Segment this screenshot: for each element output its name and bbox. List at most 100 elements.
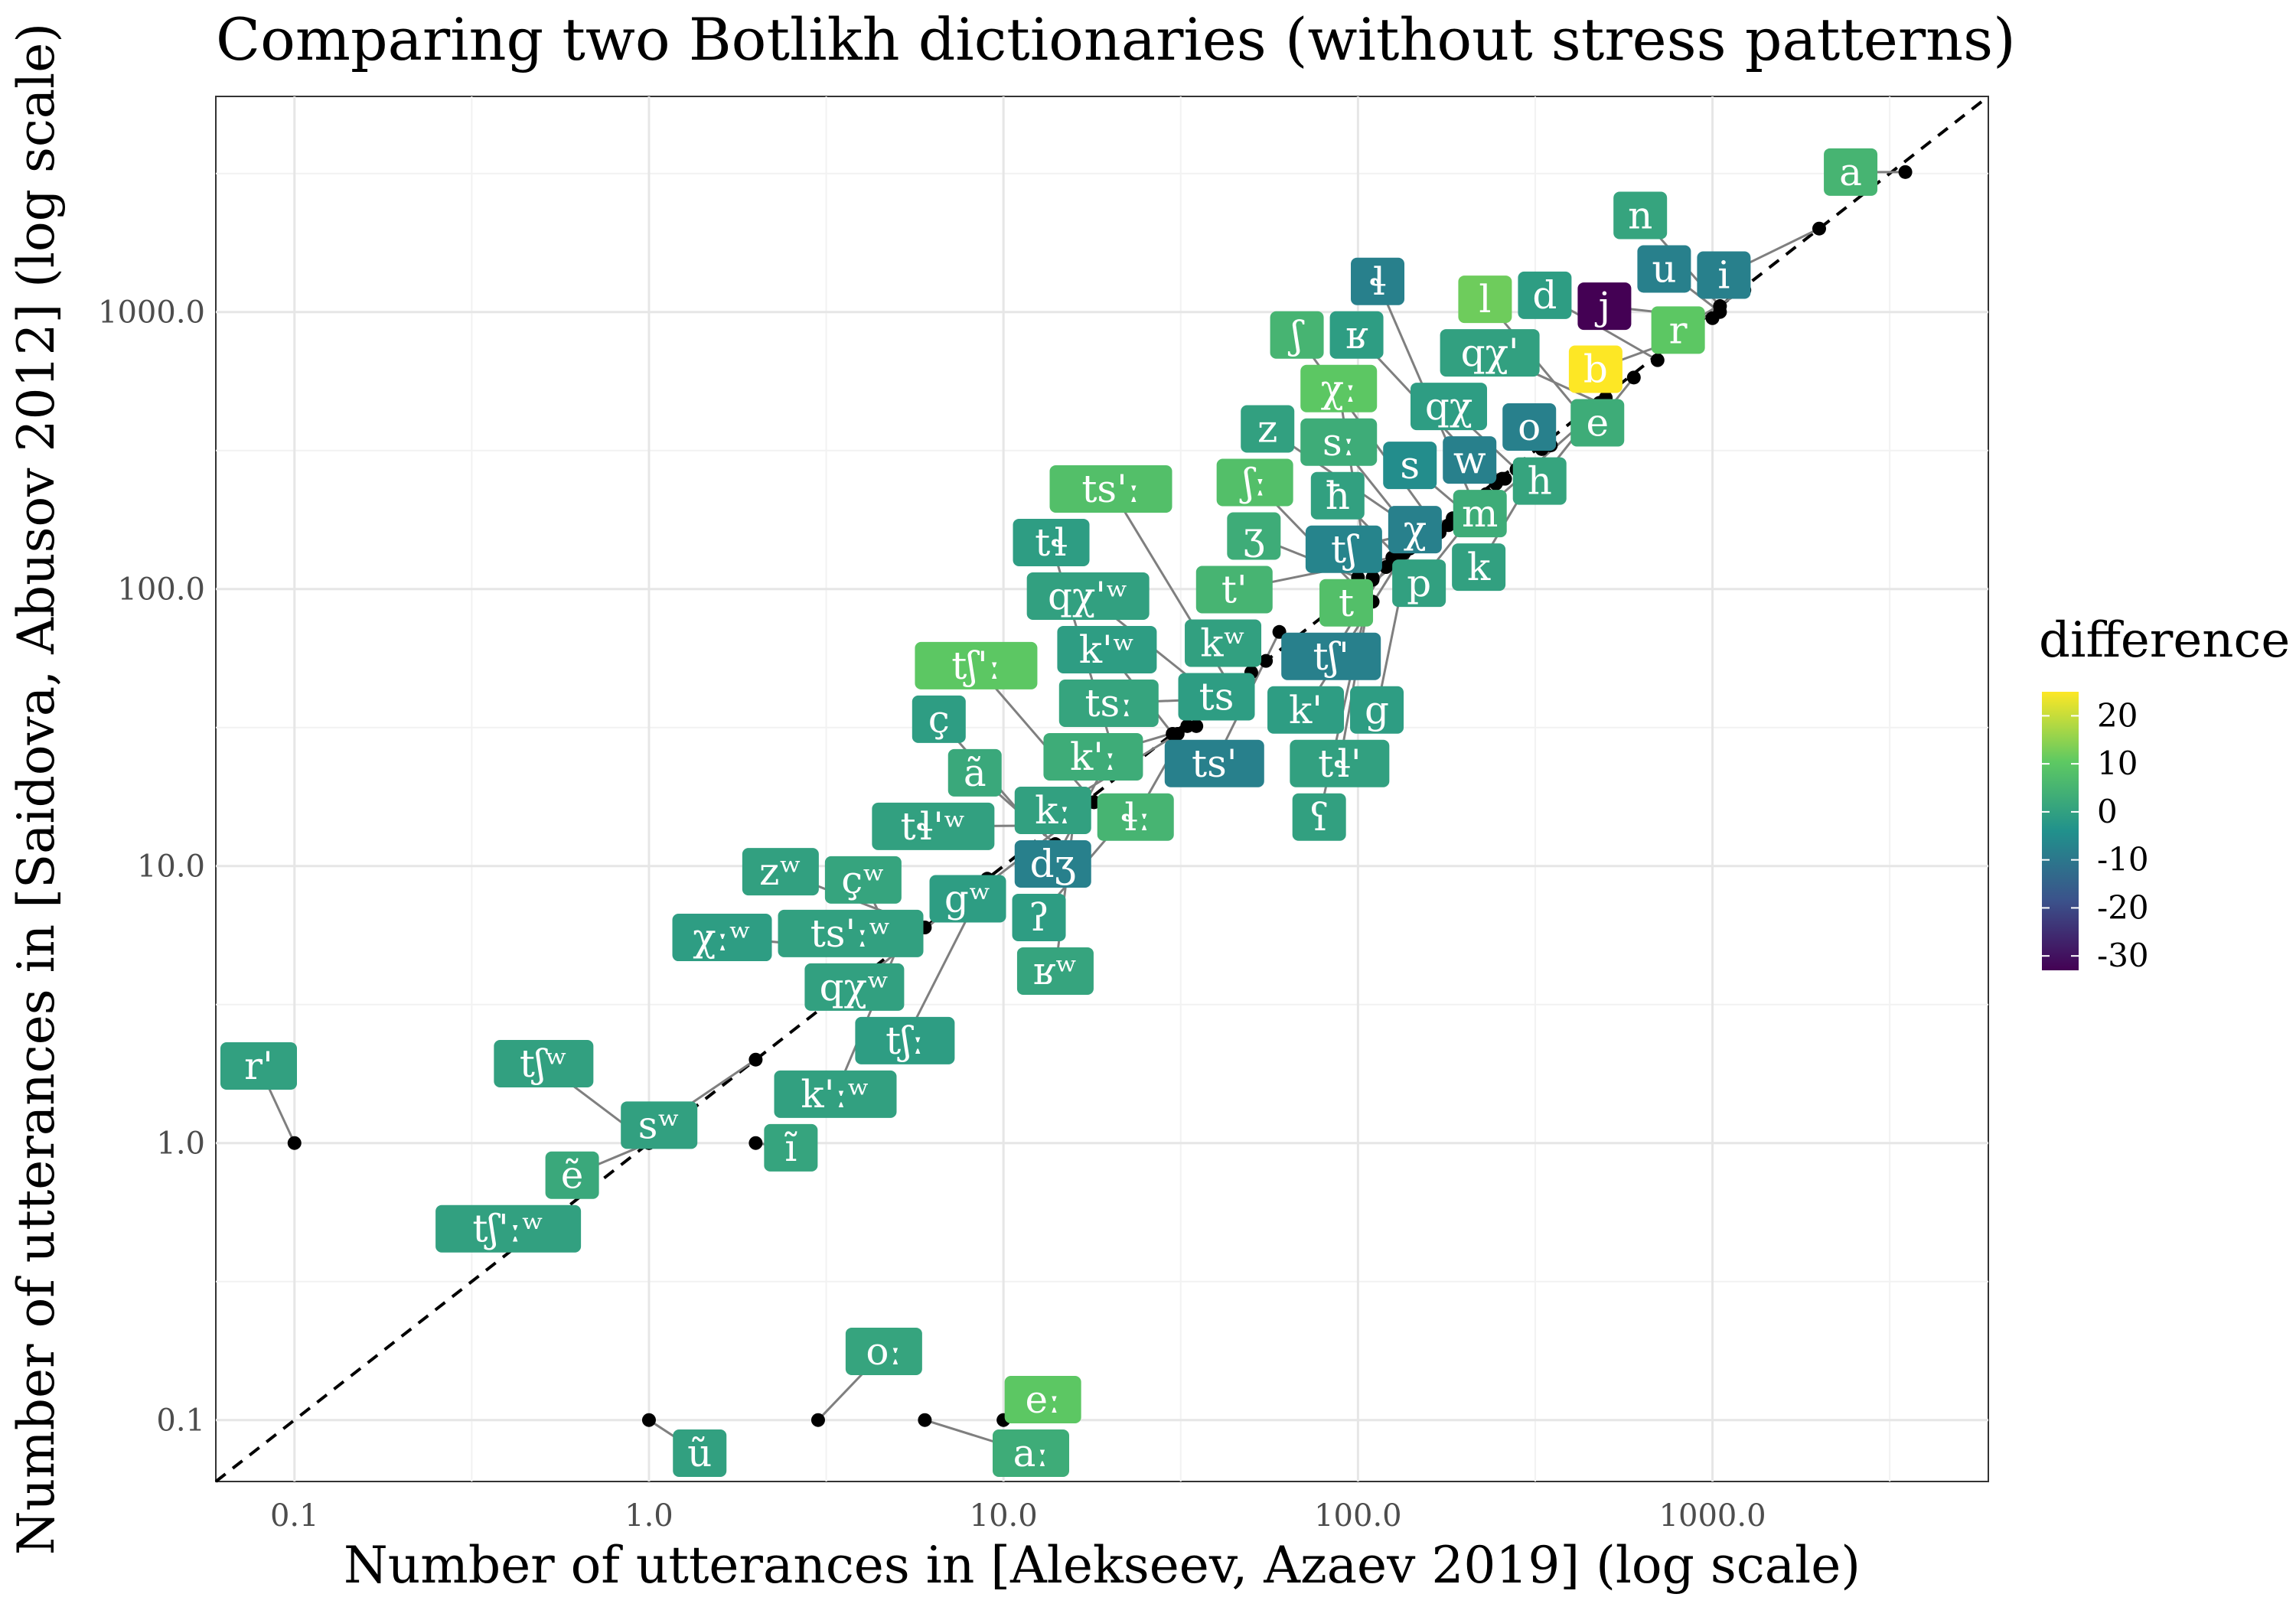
point-label: oː <box>845 1327 922 1375</box>
point-label-text: l <box>1479 277 1491 321</box>
y-axis-title: Number of utterances in [Saidova, Abusov… <box>7 23 66 1555</box>
point-label-text: tʃ <box>1331 527 1359 572</box>
data-point <box>1626 370 1641 385</box>
x-axis-title: Number of utterances in [Alekseev, Azaev… <box>344 1536 1861 1595</box>
point-label-text: ħ <box>1326 474 1350 518</box>
point-label-box <box>1216 458 1293 507</box>
point-label-box <box>1392 559 1446 608</box>
point-label-text: ɬː <box>1120 795 1151 839</box>
legend: difference 20 10 0 -10 -20 -30 <box>2039 612 2290 974</box>
point-label-text: tɬ' <box>1318 742 1362 786</box>
point-label: ʃː <box>1216 458 1293 507</box>
point-label: qχ <box>1411 383 1488 431</box>
point-label: tʃ <box>1305 525 1382 573</box>
point-label: tɬ' <box>1290 739 1390 787</box>
legend-tick-label: -10 <box>2097 841 2149 878</box>
point-label-text: ã <box>964 751 987 795</box>
point-label-text: çʷ <box>841 858 885 902</box>
data-point <box>1650 353 1665 367</box>
point-label-text: qχ'ʷ <box>1048 574 1128 618</box>
point-label-text: tɬ'ʷ <box>900 804 966 849</box>
data-point <box>641 1413 656 1427</box>
point-label: çʷ <box>824 856 902 904</box>
data-point <box>1259 654 1274 668</box>
point-label: r' <box>220 1042 297 1090</box>
point-label: qχʷ <box>804 963 905 1011</box>
point-label: b <box>1568 345 1623 393</box>
point-label: h <box>1512 457 1567 505</box>
point-label-text: aː <box>1013 1431 1049 1475</box>
point-label: t' <box>1195 566 1273 614</box>
point-label-box <box>1178 673 1255 721</box>
point-label-box <box>494 1039 594 1087</box>
x-tick-labels: 0.1 1.0 10.0 100.0 1000.0 <box>270 1498 1766 1534</box>
point-label-box <box>1058 679 1159 727</box>
point-label: qχ'ʷ <box>1026 572 1150 620</box>
x-tick-label: 1000.0 <box>1659 1498 1766 1534</box>
point-label: tʃ' <box>1281 632 1381 680</box>
point-label-text: k'ː <box>1070 735 1117 779</box>
point-label-box <box>929 875 1006 923</box>
point-label-text: ʕ <box>1309 795 1329 839</box>
point-label-text: tsː <box>1084 681 1133 725</box>
point-label-box <box>621 1101 698 1149</box>
point-label: tsː <box>1058 679 1159 727</box>
point-label: kː <box>1014 786 1091 834</box>
legend-title: difference <box>2039 612 2290 669</box>
point-label-box <box>845 1327 922 1375</box>
point-label-text: k'ʷ <box>1079 627 1135 672</box>
point-label: χːʷ <box>672 914 772 962</box>
data-point <box>748 1052 763 1067</box>
point-label: tʃ'ːʷ <box>435 1204 582 1253</box>
point-label: tʃ'ː <box>915 641 1038 689</box>
point-label: s <box>1383 442 1437 490</box>
point-label-box <box>993 1429 1070 1477</box>
point-label-text: u <box>1652 246 1676 291</box>
legend-ticks: 20 10 0 -10 -20 -30 <box>2042 696 2149 974</box>
point-label-text: ʔ <box>1029 895 1049 940</box>
point-label: u <box>1637 245 1691 293</box>
leader-line <box>1304 552 1406 711</box>
point-label-text: sʷ <box>638 1103 680 1147</box>
point-label-box <box>824 856 902 904</box>
point-label: ts' <box>1164 739 1264 787</box>
point-label-box <box>1319 579 1374 627</box>
point-label: ũ <box>673 1429 727 1477</box>
point-label-box <box>1026 572 1150 620</box>
data-point <box>1189 719 1204 733</box>
point-label-text: qχ <box>1425 384 1473 429</box>
point-label-box <box>1300 418 1378 466</box>
point-label: e <box>1570 399 1625 447</box>
point-label: a <box>1824 148 1878 196</box>
data-point <box>1898 165 1913 179</box>
point-label-box <box>1270 311 1324 359</box>
point-label-text: d <box>1532 273 1557 318</box>
point-label: ẽ <box>545 1151 599 1199</box>
point-label-text: ĩ <box>784 1126 797 1170</box>
point-label-text: h <box>1528 459 1552 504</box>
point-label-text: gʷ <box>944 877 991 921</box>
point-label-text: qχʷ <box>820 965 890 1009</box>
point-label: d <box>1518 271 1572 319</box>
point-label: l <box>1458 275 1512 324</box>
point-label: z <box>1241 405 1295 453</box>
point-label-box <box>673 1429 727 1477</box>
point-label-box <box>1518 271 1572 319</box>
point-label-box <box>1016 947 1094 995</box>
data-point <box>287 1136 302 1150</box>
point-label-box <box>774 1070 897 1118</box>
point-label: ʁʷ <box>1016 947 1094 995</box>
point-label-text: zʷ <box>759 849 802 894</box>
point-label: r <box>1651 306 1705 354</box>
point-label: k' <box>1267 686 1345 734</box>
point-label-box <box>1329 311 1384 359</box>
point-label: ts'ːʷ <box>778 909 924 957</box>
point-label: aː <box>993 1429 1070 1477</box>
point-label-text: ts' <box>1192 742 1238 786</box>
point-label-box <box>545 1151 599 1199</box>
point-label-text: w <box>1453 438 1486 482</box>
point-label-box <box>1164 739 1264 787</box>
point-label-box <box>1637 245 1691 293</box>
